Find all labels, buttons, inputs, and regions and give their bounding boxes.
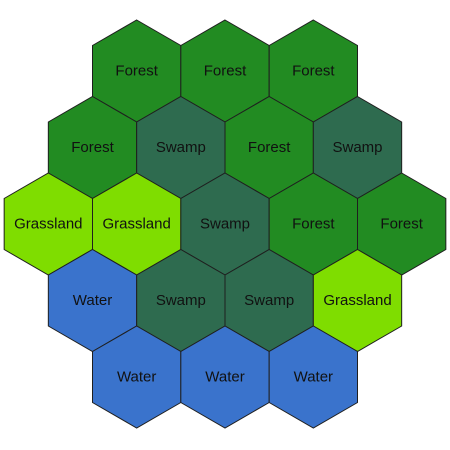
hex-tile-swamp[interactable]: Swamp [136, 95, 226, 200]
hex-tile-label: Forest [248, 139, 291, 156]
hex-tile-label: Grassland [323, 292, 391, 309]
hex-tile-label: Swamp [332, 139, 382, 156]
hex-tile-water[interactable]: Water [268, 325, 358, 429]
hex-tile-swamp[interactable]: Swamp [224, 248, 314, 353]
hex-tile-grassland[interactable]: Grassland [92, 172, 182, 276]
hex-tile-label: Swamp [156, 139, 206, 156]
hex-tile-swamp[interactable]: Swamp [136, 248, 226, 353]
hex-tile-label: Swamp [200, 216, 250, 233]
hex-tile-forest[interactable]: Forest [268, 172, 358, 276]
hex-tile-forest[interactable]: Forest [357, 172, 447, 276]
hex-tile-label: Water [205, 369, 244, 386]
hex-tile-label: Grassland [102, 216, 170, 233]
hex-tile-label: Forest [115, 63, 158, 80]
hex-tile-forest[interactable]: Forest [224, 95, 314, 200]
hex-tile-label: Forest [292, 216, 335, 233]
hex-tile-label: Water [294, 369, 333, 386]
hex-tile-label: Swamp [156, 292, 206, 309]
hex-tile-label: Forest [292, 63, 335, 80]
hex-tile-label: Water [73, 292, 112, 309]
hex-tile-label: Swamp [244, 292, 294, 309]
hex-tile-water[interactable]: Water [180, 325, 270, 429]
hex-tile-grassland[interactable]: Grassland [312, 248, 403, 353]
hex-tile-label: Forest [380, 216, 423, 233]
hex-tile-label: Water [117, 369, 156, 386]
hex-tile-label: Forest [204, 63, 247, 80]
hex-tile-forest[interactable]: Forest [268, 19, 358, 123]
hex-tile-shape [268, 325, 358, 429]
hex-tile-label: Grassland [14, 216, 82, 233]
hex-tile-label: Forest [71, 139, 114, 156]
hex-tile-swamp[interactable]: Swamp [312, 95, 403, 200]
